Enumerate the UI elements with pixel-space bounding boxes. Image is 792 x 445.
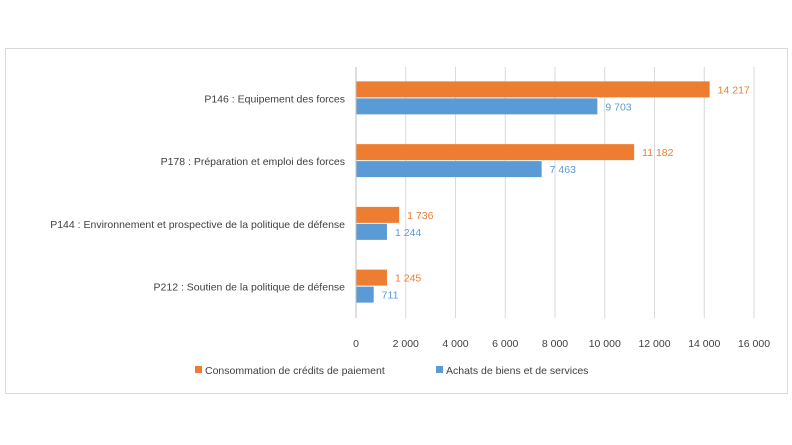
bar-achats xyxy=(356,161,542,178)
bar-credits xyxy=(356,81,710,98)
data-label: 711 xyxy=(382,290,399,302)
bar-achats xyxy=(356,223,387,240)
bar-credits xyxy=(356,206,400,223)
x-tick-label: 4 000 xyxy=(442,338,468,350)
bar-credits xyxy=(356,144,635,161)
category-label: P178 : Préparation et emploi des forces xyxy=(161,156,345,168)
x-tick-label: 8 000 xyxy=(542,338,568,350)
data-label: 1 244 xyxy=(395,227,421,239)
data-label: 14 217 xyxy=(718,84,750,96)
data-label: 11 182 xyxy=(642,147,673,159)
data-label: 1 736 xyxy=(407,210,433,222)
bar-achats xyxy=(356,286,374,303)
bar-credits xyxy=(356,269,387,286)
category-label: P212 : Soutien de la politique de défens… xyxy=(154,282,346,294)
x-tick-label: 14 000 xyxy=(688,338,720,350)
x-tick-label: 16 000 xyxy=(738,338,770,350)
data-label: 9 703 xyxy=(605,101,631,113)
data-label: 7 463 xyxy=(550,164,576,176)
x-tick-label: 10 000 xyxy=(589,338,621,350)
x-tick-label: 2 000 xyxy=(393,338,419,350)
x-tick-label: 6 000 xyxy=(492,338,518,350)
data-label: 1 245 xyxy=(395,273,421,285)
x-tick-label: 0 xyxy=(353,338,359,350)
legend-swatch xyxy=(436,366,443,373)
category-label: P144 : Environnement et prospective de l… xyxy=(50,219,345,231)
legend-swatch xyxy=(195,366,202,373)
legend-label: Consommation de crédits de paiement xyxy=(205,365,385,377)
legend-label: Achats de biens et de services xyxy=(446,365,588,377)
bar-achats xyxy=(356,98,598,115)
category-label: P146 : Equipement des forces xyxy=(204,93,345,105)
x-tick-label: 12 000 xyxy=(638,338,670,350)
